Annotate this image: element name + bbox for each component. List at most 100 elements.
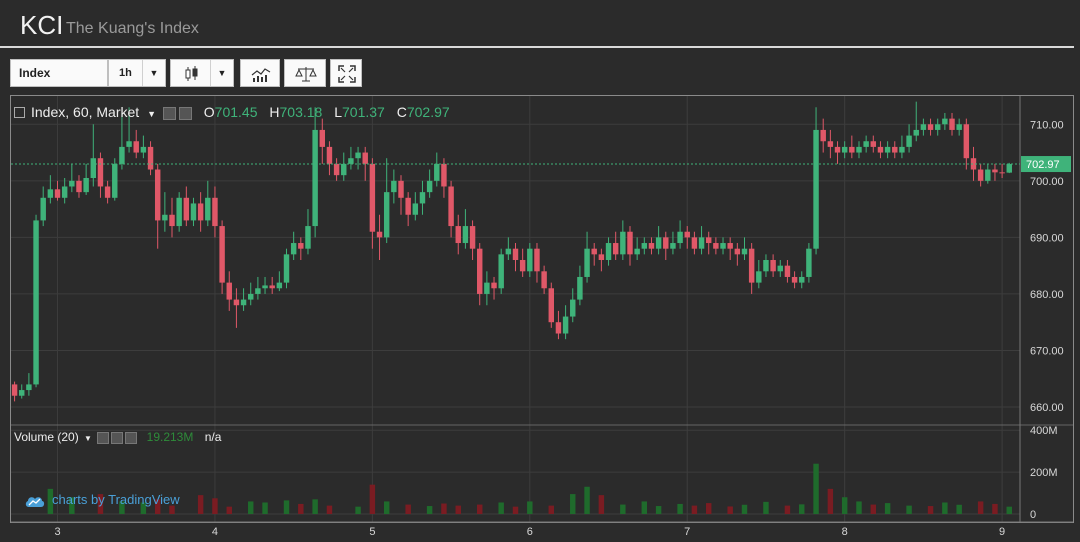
visibility-icon[interactable] <box>97 431 110 444</box>
candle-body <box>641 243 648 249</box>
candle-body <box>434 163 440 181</box>
candle-body <box>226 282 232 300</box>
candle-body <box>791 276 798 283</box>
fullscreen-button[interactable] <box>330 59 362 87</box>
tradingview-branding[interactable]: charts by TradingView <box>24 492 180 508</box>
candle-body <box>570 299 576 317</box>
low-value: 701.37 <box>342 104 385 120</box>
price-tick-label: 680.00 <box>1030 289 1064 301</box>
chevron-down-icon[interactable]: ▼ <box>147 109 156 119</box>
volume-bar <box>169 505 175 514</box>
candle-body <box>605 243 612 260</box>
candle-body <box>54 189 61 198</box>
candle-body <box>806 248 812 277</box>
candle-body <box>863 141 869 147</box>
candle-body <box>892 146 898 153</box>
candle-body <box>591 248 597 255</box>
symbol-input[interactable]: Index <box>10 59 108 87</box>
chart-style-button[interactable]: ▼ <box>170 59 234 87</box>
volume-bar <box>813 463 819 514</box>
candle-body <box>985 169 991 181</box>
volume-bar <box>283 500 290 514</box>
candle-body <box>26 384 32 391</box>
candle-body <box>963 124 970 159</box>
price-legend: Index, 60, Market ▼ O701.45 H703.18 L701… <box>14 104 450 120</box>
price-tick-label: 700.00 <box>1030 176 1064 188</box>
volume-bar <box>992 503 998 514</box>
candle-body <box>913 129 919 136</box>
last-price-badge <box>1021 156 1071 173</box>
chevron-down-icon[interactable]: ▼ <box>210 60 233 86</box>
series-title[interactable]: Index, 60, Market <box>31 104 140 120</box>
candle-body <box>705 237 712 244</box>
open-value: 701.45 <box>214 104 258 120</box>
volume-bar <box>197 495 204 514</box>
candle-body <box>920 124 927 130</box>
volume-title[interactable]: Volume (20) <box>14 430 79 444</box>
price-tick-label: 690.00 <box>1030 232 1064 244</box>
interval-select[interactable]: 1h ▼ <box>108 59 166 87</box>
candle-body <box>527 248 533 272</box>
volume-bar <box>655 506 662 514</box>
candle-body <box>799 276 805 283</box>
volume-bar <box>383 501 390 514</box>
close-icon[interactable] <box>125 431 138 444</box>
settings-icon[interactable] <box>162 106 176 120</box>
candle-body <box>770 260 776 272</box>
candle-body <box>169 214 175 227</box>
candle-body <box>927 124 934 130</box>
high-label: H <box>269 104 280 120</box>
header-divider <box>0 46 1074 48</box>
volume-bar <box>1006 506 1012 514</box>
candle-body <box>856 146 862 153</box>
candle-body <box>233 299 240 306</box>
candle-body <box>391 180 397 193</box>
volume-bar <box>512 506 519 514</box>
candle-body <box>663 237 669 249</box>
candle-body <box>748 248 755 283</box>
candle-body <box>977 169 984 181</box>
candle-body <box>19 390 25 396</box>
candle-body <box>47 189 54 198</box>
candle-body <box>655 237 662 249</box>
candle-body <box>512 248 519 260</box>
candle-body <box>491 282 497 289</box>
candle-body <box>720 243 726 249</box>
close-label: C <box>396 104 407 120</box>
settings-icon[interactable] <box>111 431 124 444</box>
candle-body <box>1006 164 1012 173</box>
candle-body <box>290 243 297 255</box>
candle-body <box>190 203 197 221</box>
candle-body <box>734 248 741 255</box>
volume-bar <box>140 502 147 514</box>
candle-body <box>562 316 569 334</box>
volume-bar <box>312 499 318 514</box>
chevron-down-icon[interactable]: ▼ <box>142 60 165 86</box>
candle-body <box>219 226 225 283</box>
candle-body <box>312 129 318 227</box>
candle-body <box>183 197 190 221</box>
volume-bar <box>298 503 304 514</box>
volume-bar <box>927 506 934 514</box>
volume-bar <box>212 498 218 514</box>
candle-body <box>763 260 769 272</box>
compare-button[interactable] <box>284 59 326 87</box>
candle-body <box>83 178 89 193</box>
candle-body <box>40 197 46 221</box>
volume-bar <box>677 503 683 514</box>
candle-body <box>519 260 526 272</box>
candle-body <box>741 248 748 255</box>
volume-ma-value: n/a <box>204 430 222 444</box>
volume-tick-label: 200M <box>1030 467 1058 479</box>
candle-body <box>634 248 640 255</box>
chevron-down-icon[interactable]: ▼ <box>84 434 92 443</box>
candle-body <box>162 214 168 221</box>
indicators-button[interactable] <box>240 59 280 87</box>
candle-body <box>834 146 841 153</box>
candle-body <box>212 197 218 227</box>
candle-body <box>691 237 698 249</box>
collapse-icon[interactable] <box>14 106 25 118</box>
close-icon[interactable] <box>178 106 192 120</box>
volume-bar <box>570 494 576 514</box>
